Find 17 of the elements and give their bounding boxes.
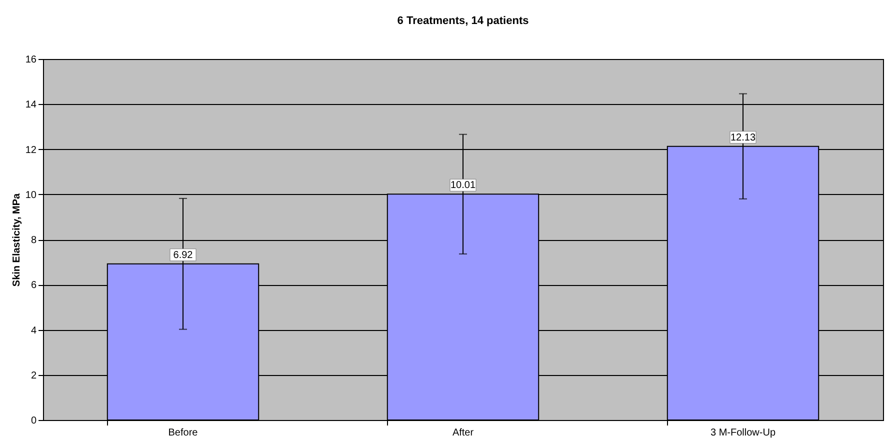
data-label: 10.01 xyxy=(450,180,476,192)
x-tick-label: After xyxy=(452,428,474,438)
y-tick-label: 6 xyxy=(30,280,37,292)
y-tick-label: 16 xyxy=(25,54,37,66)
x-tick-label: Before xyxy=(168,428,198,438)
y-tick-label: 0 xyxy=(30,416,37,426)
x-tick-label: 3 M-Follow-Up xyxy=(710,428,776,438)
y-tick-label: 12 xyxy=(25,144,37,156)
chart-title: 6 Treatments, 14 patients xyxy=(397,15,529,27)
y-axis-title: Skin Elasticity, MPa xyxy=(11,192,22,287)
y-tick-label: 8 xyxy=(30,235,37,246)
data-label: 12.13 xyxy=(730,132,756,144)
data-label: 6.92 xyxy=(173,250,194,261)
y-tick-label: 2 xyxy=(30,370,37,382)
y-tick-label: 14 xyxy=(25,100,37,111)
y-tick-label: 10 xyxy=(25,190,37,201)
y-tick-label: 4 xyxy=(30,325,37,336)
